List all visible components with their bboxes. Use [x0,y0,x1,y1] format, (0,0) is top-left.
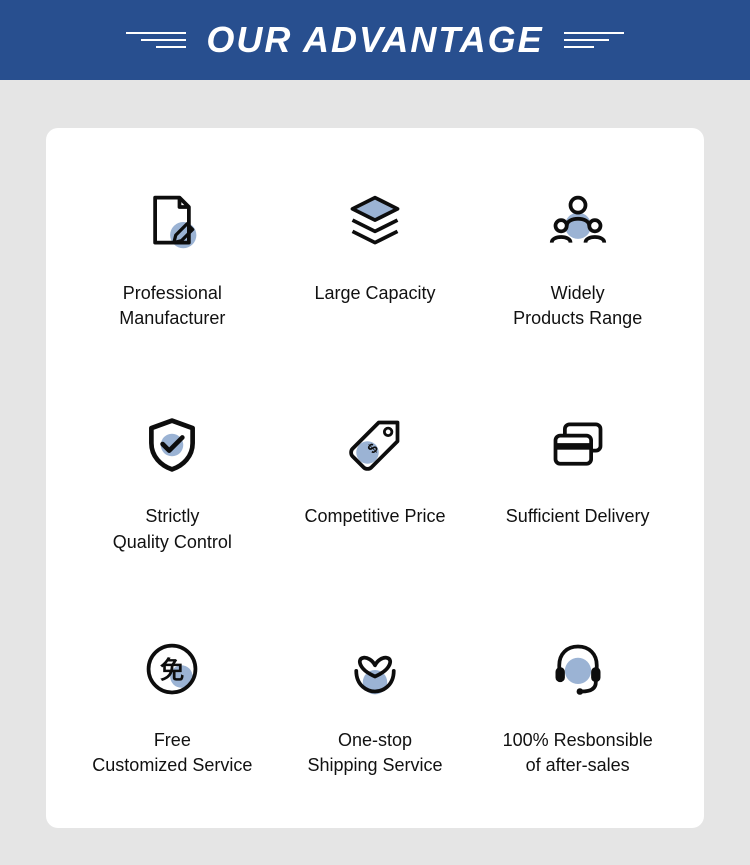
advantage-item: Sufficient Delivery [481,411,674,554]
advantage-label: Sufficient Delivery [506,504,650,529]
header-deco-right [564,32,624,48]
advantage-label: Free Customized Service [92,728,252,778]
headset-icon [544,635,612,703]
heart-hands-icon [341,635,409,703]
advantage-item: Strictly Quality Control [76,411,269,554]
shield-check-icon [138,411,206,479]
advantage-label: 100% Resbonsible of after-sales [503,728,653,778]
header-title: OUR ADVANTAGE [206,19,543,61]
advantage-item: Professional Manufacturer [76,188,269,331]
advantages-card: Professional Manufacturer Large Capacity [46,128,704,828]
advantage-label: One-stop Shipping Service [307,728,442,778]
svg-text:免: 免 [160,656,184,684]
advantage-label: Large Capacity [314,281,435,306]
advantage-label: Strictly Quality Control [113,504,232,554]
price-tag-icon: $ [341,411,409,479]
advantage-item: Widely Products Range [481,188,674,331]
cards-icon [544,411,612,479]
badge-free-icon: 免 [138,635,206,703]
header-banner: OUR ADVANTAGE [0,0,750,80]
advantage-label: Professional Manufacturer [119,281,225,331]
advantage-item: Large Capacity [279,188,472,331]
layers-icon [341,188,409,256]
advantages-grid: Professional Manufacturer Large Capacity [76,188,674,778]
advantage-item: 100% Resbonsible of after-sales [481,635,674,778]
advantage-item: $ Competitive Price [279,411,472,554]
advantage-label: Widely Products Range [513,281,642,331]
advantage-item: 免 Free Customized Service [76,635,269,778]
header-deco-left [126,32,186,48]
advantage-label: Competitive Price [304,504,445,529]
document-edit-icon [138,188,206,256]
people-icon [544,188,612,256]
advantage-item: One-stop Shipping Service [279,635,472,778]
